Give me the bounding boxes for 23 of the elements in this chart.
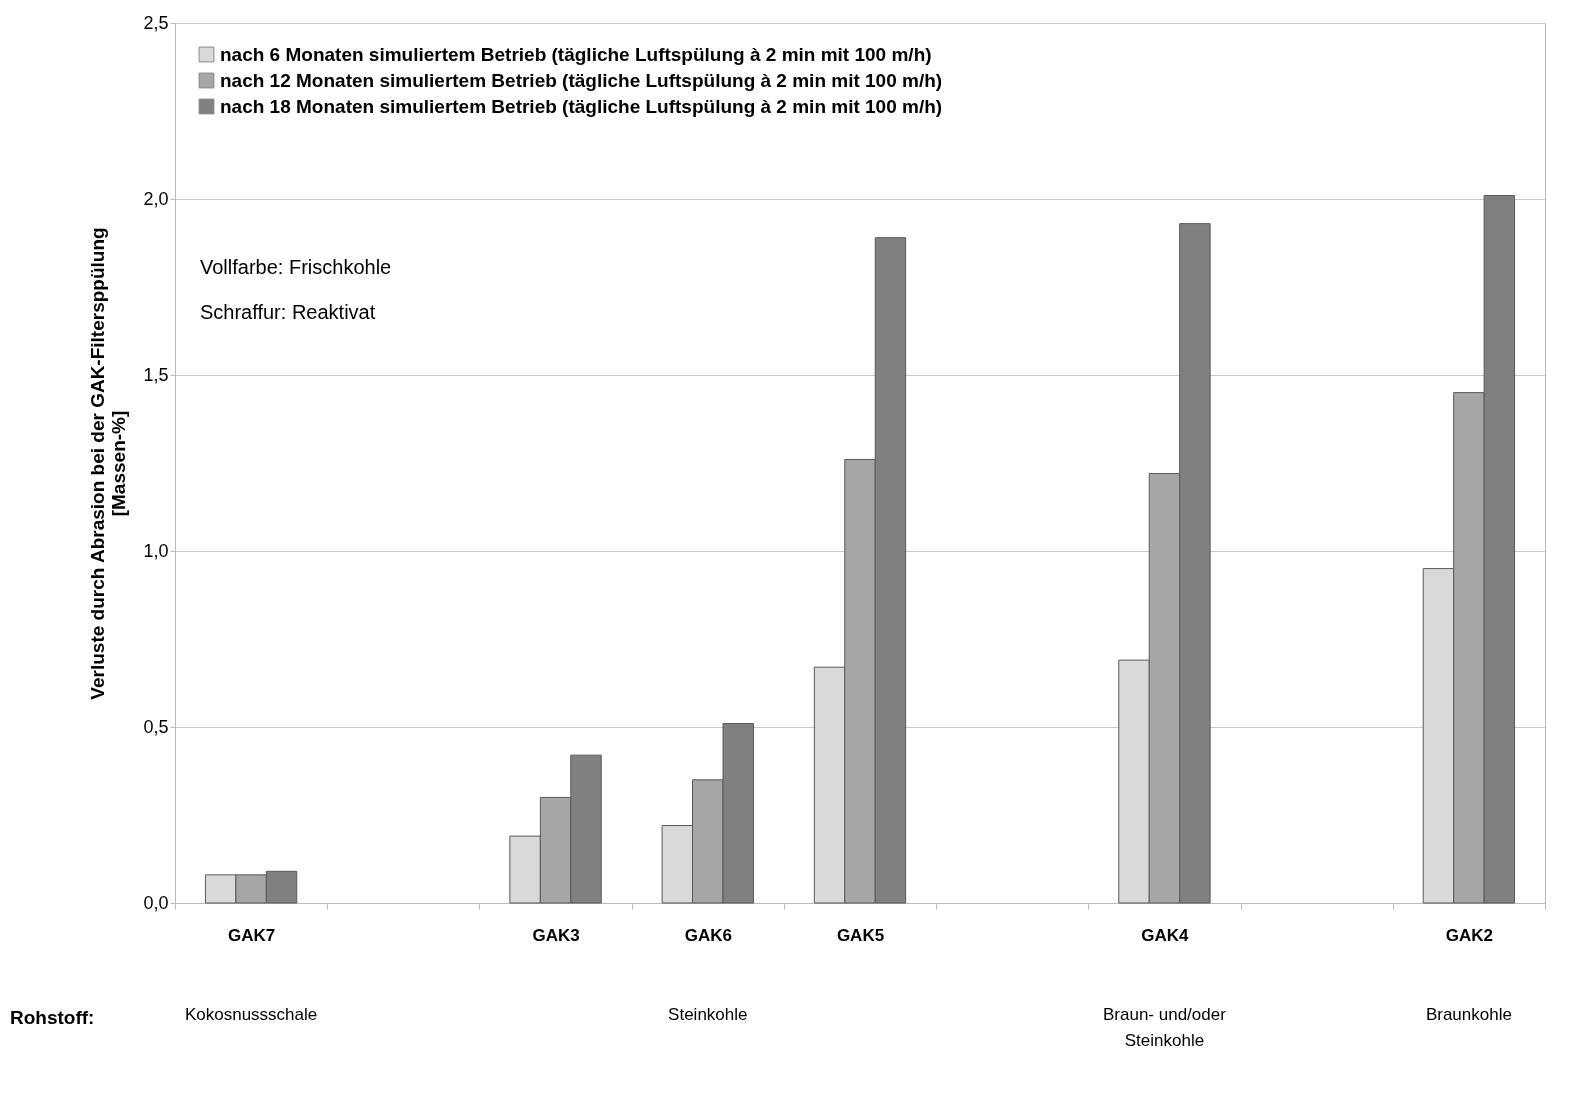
y-axis-title: Verluste durch Abrasion bei der GAK-Filtersppülung [Massen-%] <box>87 227 130 700</box>
x-tick-label: GAK5 <box>836 925 885 945</box>
text: Rohstoff: <box>10 1007 95 1028</box>
text: Braun- und/oder Steinkohle <box>1103 1005 1227 1050</box>
y-tick-label: 1,0 <box>143 540 169 561</box>
y-tick-label: 0,5 <box>143 716 169 737</box>
legend-label: nach 18 Monaten simuliertem Betrieb (tägliche Luftspülung à 2 min mit 100 m/h) <box>220 95 943 117</box>
text: Kokosnussschale <box>184 1005 318 1024</box>
legend-label: nach 6 Monaten simuliertem Betrieb (tägliche Luftspülung à 2 min mit 100 m/h) <box>220 43 932 65</box>
y-tick-label: 1,5 <box>143 364 169 385</box>
y-tick-label: 2,0 <box>143 188 169 209</box>
annotation: Vollfarbe: Frischkohle <box>200 256 392 278</box>
y-tick-label: 2,5 <box>143 12 169 33</box>
x-tick-label: GAK3 <box>532 925 580 945</box>
x-tick-label: GAK6 <box>684 925 732 945</box>
text: Steinkohle <box>668 1005 748 1024</box>
y-tick-label: 0,0 <box>143 892 169 913</box>
text: Braunkohle <box>1425 1005 1512 1024</box>
x-tick-label: GAK4 <box>1141 925 1190 945</box>
legend-label: nach 12 Monaten simuliertem Betrieb (tägliche Luftspülung à 2 min mit 100 m/h) <box>220 69 943 91</box>
annotation: Schraffur: Reaktivat <box>200 301 376 323</box>
x-tick-label: GAK7 <box>227 925 276 945</box>
x-tick-label: GAK2 <box>1445 925 1494 945</box>
